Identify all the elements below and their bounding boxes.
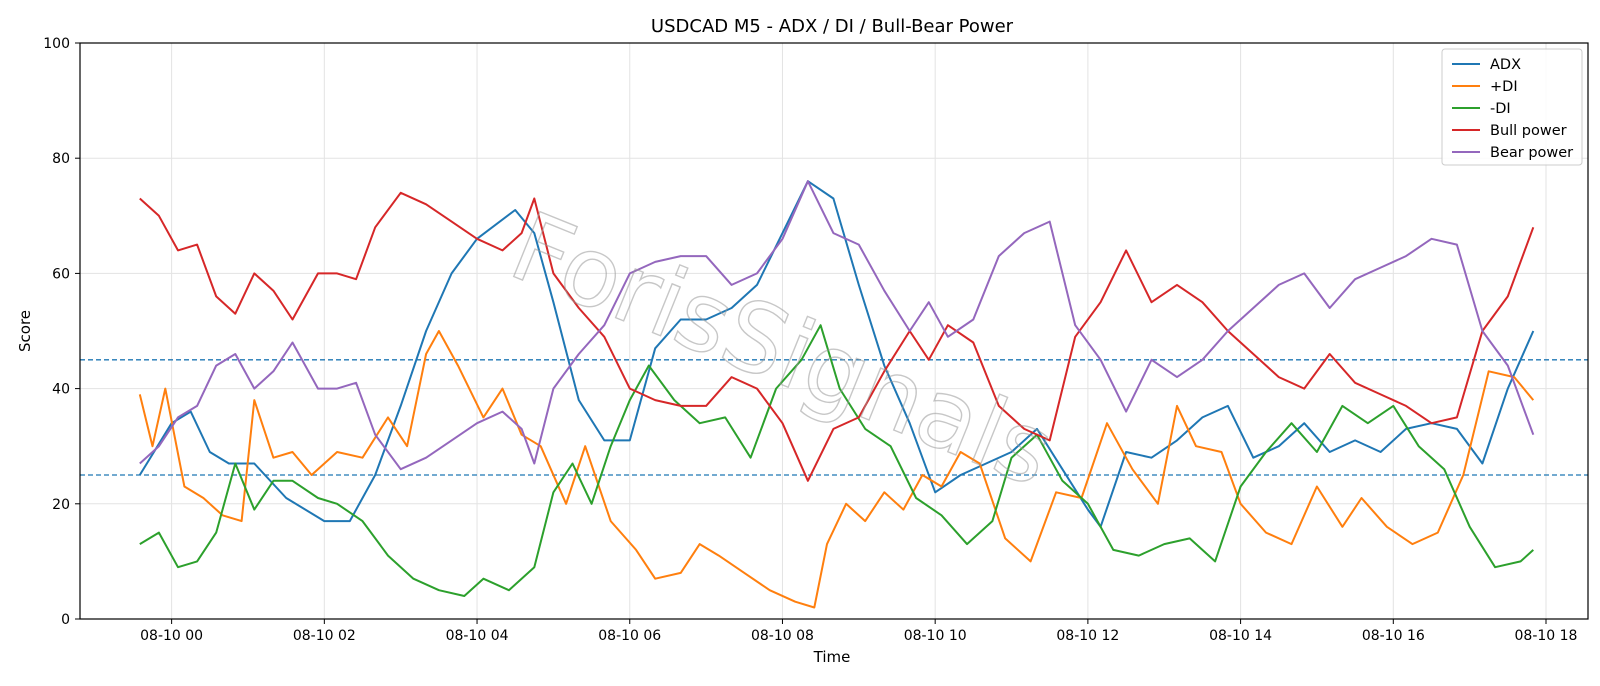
series-lines: [138, 180, 1535, 609]
series-line-bull-power: [139, 191, 1535, 482]
x-tick-label: 08-10 06: [598, 628, 661, 644]
series-line-bear-power: [139, 180, 1535, 471]
x-tick-label: 08-10 14: [1209, 628, 1272, 644]
x-tick-label: 08-10 08: [751, 628, 814, 644]
legend-label: Bull power: [1490, 123, 1567, 139]
legend-label: Bear power: [1490, 145, 1573, 161]
series-line-adx: [138, 180, 1535, 528]
x-tick-label: 08-10 10: [904, 628, 967, 644]
series-line-di: [139, 324, 1534, 597]
legend-label: ADX: [1490, 57, 1521, 73]
y-tick-label: 80: [52, 151, 70, 167]
x-axis-label: Time: [813, 648, 851, 666]
legend-label: +DI: [1490, 79, 1518, 95]
x-tick-label: 08-10 18: [1515, 628, 1578, 644]
x-tick-label: 08-10 12: [1056, 628, 1119, 644]
y-tick-label: 40: [52, 382, 70, 398]
x-axis-ticks: 08-10 00 08-10 02 08-10 04 08-10 06 08-10 08…: [140, 619, 1577, 644]
threshold-lines: [80, 359, 1588, 476]
y-axis-label: Score: [16, 310, 34, 352]
x-tick-label: 08-10 00: [140, 628, 203, 644]
y-tick-label: 0: [61, 612, 70, 628]
y-axis-ticks: 0 20 40 60 80 100: [43, 36, 80, 628]
y-tick-label: 60: [52, 266, 70, 282]
legend: ADX +DI -DI Bull power Bear power: [1441, 48, 1583, 166]
y-tick-label: 20: [52, 497, 70, 513]
legend-box: [1441, 48, 1583, 166]
legend-label: -DI: [1490, 101, 1511, 117]
series-line-di: [138, 330, 1535, 609]
x-tick-label: 08-10 16: [1362, 628, 1425, 644]
chart-title: USDCAD M5 - ADX / DI / Bull-Bear Power: [651, 16, 1014, 37]
x-tick-label: 08-10 04: [446, 628, 509, 644]
plot-frame: [79, 42, 1589, 620]
y-tick-label: 100: [43, 36, 70, 52]
x-tick-label: 08-10 02: [293, 628, 356, 644]
